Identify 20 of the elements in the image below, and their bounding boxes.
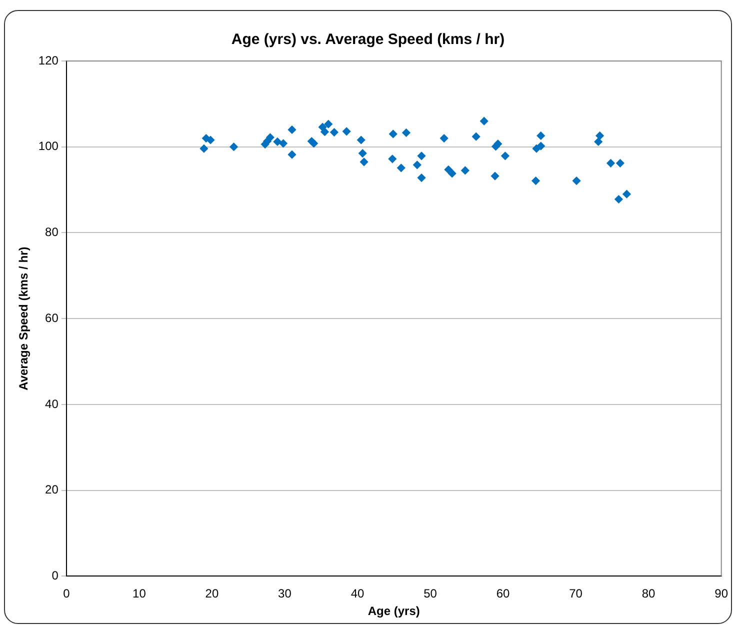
y-tick-label: 100 — [38, 139, 59, 154]
y-tick-label: 60 — [45, 310, 59, 325]
chart-title: Age (yrs) vs. Average Speed (kms / hr) — [231, 31, 505, 48]
y-tick-label: 80 — [45, 225, 59, 240]
x-tick-label: 80 — [642, 586, 656, 601]
x-tick-label: 60 — [496, 586, 510, 601]
x-tick-label: 0 — [63, 586, 70, 601]
x-tick-label: 90 — [714, 586, 728, 601]
x-tick-label: 20 — [205, 586, 219, 601]
y-tick-label: 0 — [52, 568, 59, 583]
y-tick-label: 20 — [45, 482, 59, 497]
x-tick-label: 50 — [424, 586, 438, 601]
x-tick-label: 10 — [132, 586, 146, 601]
y-axis-title: Average Speed (kms / hr) — [16, 246, 31, 390]
x-tick-label: 30 — [278, 586, 292, 601]
y-tick-label: 120 — [38, 53, 59, 68]
x-tick-label: 70 — [569, 586, 583, 601]
x-axis-title: Age (yrs) — [368, 604, 420, 618]
x-tick-label: 40 — [350, 586, 364, 601]
y-tick-label: 40 — [45, 396, 59, 411]
